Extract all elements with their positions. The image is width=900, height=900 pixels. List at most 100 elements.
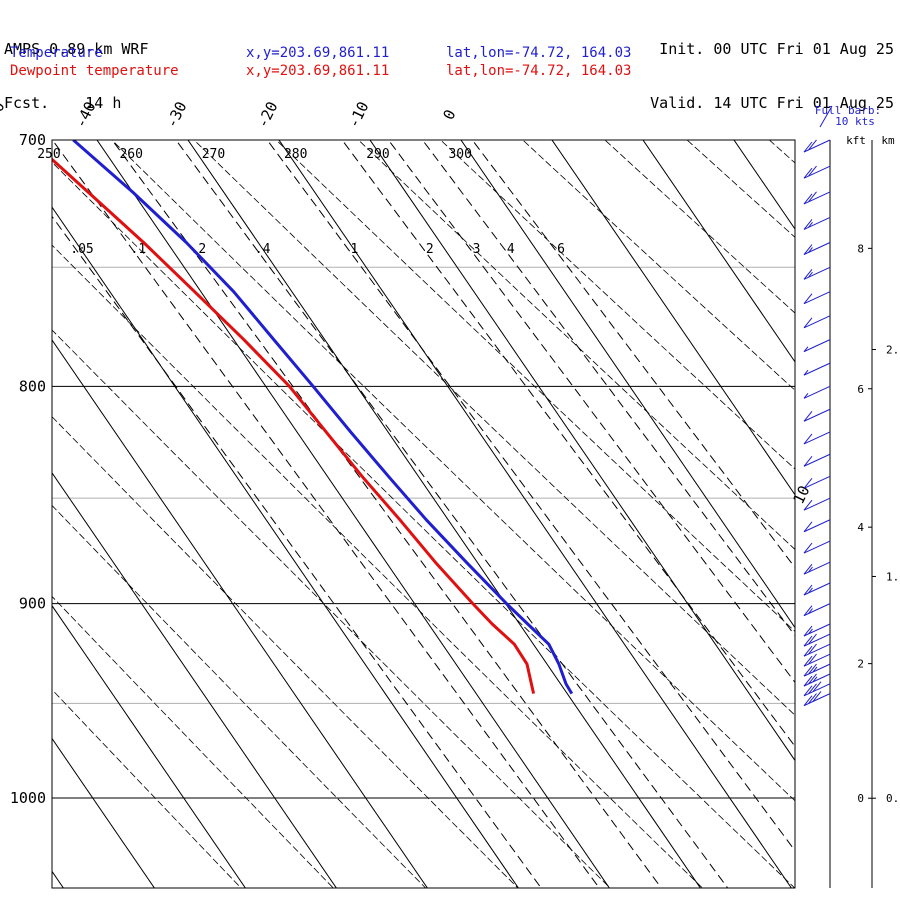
kft-label: 6 <box>857 383 864 396</box>
isotherm-label: -30 <box>162 99 190 131</box>
barb-half-flag <box>808 566 813 573</box>
barb-flag <box>808 653 817 665</box>
barb-flag <box>803 244 813 255</box>
wind-barb <box>803 623 831 637</box>
barb-staff <box>803 643 831 657</box>
isotherm <box>551 140 795 496</box>
barb-flag <box>803 193 813 205</box>
dry-adiabat <box>193 140 795 716</box>
barb-flag <box>803 478 813 489</box>
mixing-ratio-line <box>341 140 795 748</box>
barb-flag <box>803 655 813 667</box>
mixing-ratio-line <box>175 140 729 888</box>
dry-adiabat-label: 250 <box>37 147 60 162</box>
barb-half-flag <box>808 222 813 228</box>
legend-temperature-label: Temperature <box>10 45 103 61</box>
barb-staff <box>803 453 831 467</box>
wind-barb <box>803 315 831 329</box>
barb-flag <box>803 433 813 445</box>
wind-barb <box>803 603 831 617</box>
dry-adiabat <box>52 416 519 888</box>
barb-flag <box>803 219 813 230</box>
barb-staff <box>803 623 831 637</box>
pressure-tick-label: 700 <box>19 131 46 149</box>
forecast-value: 14 h <box>85 94 122 112</box>
barb-staff <box>803 693 831 707</box>
mixing-ratio-line <box>52 215 542 888</box>
km-label: 2. <box>886 344 899 357</box>
dry-adiabat <box>357 140 795 551</box>
barb-flag <box>803 410 813 422</box>
forecast-label: Fcst. <box>4 94 50 112</box>
mixing-ratio-line <box>266 140 795 852</box>
barb-half-flag <box>803 393 809 399</box>
wind-barb <box>803 139 831 153</box>
isotherm-label: -40 <box>71 99 99 131</box>
dry-adiabat <box>52 504 427 888</box>
dry-adiabat-label: 270 <box>202 147 225 162</box>
barb-staff <box>803 540 831 554</box>
dry-adiabat <box>52 161 795 888</box>
barb-staff <box>803 165 831 179</box>
wind-barb <box>803 291 831 305</box>
wind-barb <box>803 497 831 511</box>
dry-adiabat <box>52 329 611 888</box>
isotherm <box>52 604 246 888</box>
dry-adiabat <box>52 595 334 888</box>
barb-half-flag <box>808 587 813 594</box>
wind-barb <box>803 339 831 353</box>
barb-staff <box>803 139 831 153</box>
kft-label: 2 <box>857 658 864 671</box>
barb-flag <box>803 542 813 554</box>
mixing-ratio-line <box>387 140 795 684</box>
wind-barb <box>803 643 831 657</box>
barb-staff <box>803 497 831 511</box>
isotherm <box>642 140 795 363</box>
barb-half-flag <box>812 666 818 673</box>
legend-dewpoint-latlon: lat,lon=-74.72, 164.03 <box>446 63 632 79</box>
isotherm <box>52 870 64 888</box>
barb-flag <box>803 499 813 511</box>
barb-legend-staff <box>819 105 833 128</box>
barb-half-flag <box>803 369 809 376</box>
barb-flag <box>808 191 817 203</box>
dry-adiabat <box>522 140 795 391</box>
wind-barb <box>803 673 831 687</box>
legend-temperature-xy: x,y=203.69,861.11 <box>246 45 390 61</box>
dry-adiabat <box>604 140 795 314</box>
mixing-ratio-line <box>52 140 600 888</box>
legend-dewpoint-label: Dewpoint temperature <box>10 63 179 79</box>
wind-barb <box>803 663 831 677</box>
mixing-ratio-line <box>111 140 662 888</box>
model-title: AMPS 0.89-km WRF <box>4 40 149 58</box>
dry-adiabat-label: 290 <box>366 147 389 162</box>
mixing-ratio-label: 1 <box>351 242 359 257</box>
wind-barb <box>803 691 831 707</box>
barb-flag <box>803 167 813 179</box>
barb-flag <box>812 681 822 692</box>
wind-barb <box>803 582 831 596</box>
mixing-ratio-label: .4 <box>255 242 271 257</box>
barb-flag <box>803 635 813 647</box>
isotherm <box>96 140 610 888</box>
pressure-tick-label: 1000 <box>10 789 46 807</box>
wind-barb <box>803 475 831 489</box>
wind-barb <box>803 561 831 575</box>
dry-adiabat <box>111 140 795 802</box>
wind-barb <box>803 633 831 647</box>
barb-staff <box>803 291 831 305</box>
wind-barb <box>803 385 831 399</box>
dry-adiabat <box>52 244 703 888</box>
barb-half-flag <box>803 346 809 352</box>
mixing-ratio-line <box>421 140 795 637</box>
barb-flag <box>808 165 817 177</box>
barb-flag <box>803 268 813 280</box>
barb-staff <box>803 362 831 376</box>
wind-barb <box>803 653 831 667</box>
barb-staff <box>803 385 831 399</box>
barb-staff <box>803 663 831 677</box>
barb-legend-value: 10 kts <box>835 115 875 128</box>
barb-flag <box>803 563 813 575</box>
dry-adiabat <box>52 689 242 888</box>
isotherm-label: -20 <box>253 99 281 131</box>
